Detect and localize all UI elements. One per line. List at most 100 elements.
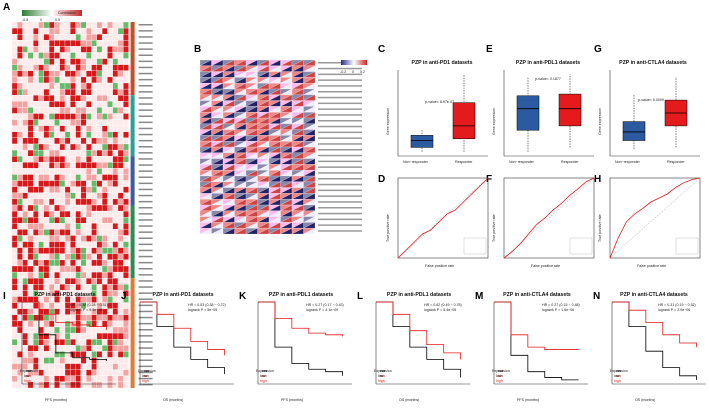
heatmap-a-cell xyxy=(43,107,50,114)
heatmap-a-cell xyxy=(86,143,92,151)
heatmap-a-cell xyxy=(101,95,108,102)
heatmap-a-cell xyxy=(112,82,119,90)
heatmap-a-cell xyxy=(112,107,119,114)
heatmap-a-row-label xyxy=(138,146,153,148)
heatmap-a-cell xyxy=(107,204,113,212)
heatmap-a-cell xyxy=(70,278,76,285)
heatmap-a-cell xyxy=(59,58,66,65)
heatmap-a-row-label xyxy=(138,127,153,130)
km-k-title: PZP in anti-PDL1 datasets xyxy=(268,292,334,298)
heatmap-a-cell xyxy=(11,143,18,151)
heatmap-b-row-label xyxy=(318,143,362,145)
heatmap-a-cell xyxy=(17,192,23,200)
heatmap-a-row-label xyxy=(138,292,153,294)
heatmap-a-cell xyxy=(75,278,82,285)
heatmap-a-cell xyxy=(64,95,71,102)
heatmap-b-row-label xyxy=(318,120,362,122)
heatmap-a-cell xyxy=(75,271,82,279)
heatmap-a-annot-band xyxy=(130,156,135,205)
heatmap-a-cell xyxy=(64,88,71,96)
heatmap-a-cell xyxy=(64,76,71,84)
heatmap-a-cell xyxy=(123,70,129,78)
heatmap-a-cell xyxy=(112,156,119,163)
label-m: M xyxy=(475,291,484,302)
heatmap-a-cell xyxy=(48,180,55,187)
heatmap-a-cell xyxy=(112,223,119,230)
heatmap-a-cell xyxy=(54,125,60,132)
heatmap-a-cell xyxy=(11,223,18,230)
heatmap-a-cell xyxy=(123,101,129,108)
heatmap-a-cell xyxy=(38,76,44,84)
heatmap-a-cell xyxy=(123,119,129,126)
heatmap-a-cell xyxy=(117,278,124,285)
heatmap-a-cell xyxy=(75,137,82,145)
heatmap-b-row-label xyxy=(318,166,362,168)
heatmap-a-cell xyxy=(59,192,66,200)
heatmap-a-cell xyxy=(123,137,129,145)
roc-h xyxy=(609,177,701,259)
heatmap-a-cell xyxy=(38,278,44,285)
heatmap-a-cell xyxy=(38,253,44,261)
heatmap-a-cell xyxy=(48,271,55,279)
heatmap-a-cell xyxy=(38,284,44,291)
heatmap-a-cell xyxy=(11,265,18,273)
heatmap-a-cell xyxy=(33,180,39,187)
heatmap-a-cell xyxy=(38,40,44,47)
heatmap-a-annot-band xyxy=(130,278,135,388)
heatmap-a-cell xyxy=(48,143,55,151)
heatmap-a-cell xyxy=(112,113,119,120)
heatmap-a-cell xyxy=(91,186,97,193)
heatmap-a-cell xyxy=(27,180,34,187)
heatmap-a-cell xyxy=(54,253,60,261)
heatmap-a-cell xyxy=(22,46,29,53)
heatmap-a-cell xyxy=(107,247,113,254)
km-i-legend-high: high xyxy=(24,379,31,383)
heatmap-b-row-label xyxy=(318,154,362,157)
heatmap-a-cell xyxy=(59,40,66,47)
heatmap-a-cell xyxy=(38,82,44,90)
heatmap-a-cell xyxy=(22,168,29,175)
km-curve xyxy=(494,301,579,350)
heatmap-a-cell xyxy=(86,95,92,102)
heatmap-a-cell xyxy=(59,284,66,291)
heatmap-a-cell xyxy=(54,168,60,175)
heatmap-a-cell xyxy=(96,58,103,65)
heatmap-a-cell xyxy=(70,265,76,273)
heatmap-a-cell xyxy=(43,156,50,163)
heatmap-a-cell xyxy=(96,27,103,35)
heatmap-a-cell xyxy=(70,186,76,193)
heatmap-a-cell xyxy=(101,149,108,157)
heatmap-a-cell xyxy=(101,174,108,181)
heatmap-a-cell xyxy=(80,131,87,139)
heatmap-a-cell xyxy=(59,119,66,126)
heatmap-a-cell xyxy=(75,247,82,254)
heatmap-a-cell xyxy=(64,70,71,78)
heatmap-a-cell xyxy=(33,174,39,181)
heatmap-a-cell xyxy=(101,101,108,108)
heatmap-a-cell xyxy=(64,271,71,279)
heatmap-a-cell xyxy=(107,64,113,71)
boxplot-g-title: PZP in anti-CTLA4 datasets xyxy=(619,60,687,66)
heatmap-a-cell xyxy=(43,180,50,187)
heatmap-a-row-label xyxy=(138,170,153,172)
heatmap-a-cell xyxy=(11,174,18,181)
heatmap-a-cell xyxy=(33,107,39,114)
heatmap-a-cell xyxy=(64,34,71,41)
heatmap-a-cell xyxy=(17,27,23,35)
km-i-legend-low: low xyxy=(24,374,30,378)
heatmap-a-cell xyxy=(38,204,44,212)
heatmap-a-cell xyxy=(64,162,71,169)
heatmap-a-cell xyxy=(48,265,55,273)
heatmap-a-cell xyxy=(117,229,124,236)
heatmap-a-cell xyxy=(112,131,119,139)
heatmap-a-cell xyxy=(86,271,92,279)
heatmap-a-legend-bar xyxy=(22,10,82,16)
heatmap-a-cell xyxy=(70,253,76,261)
km-curve xyxy=(258,301,343,376)
heatmap-a-cell xyxy=(101,113,108,120)
heatmap-a-cell xyxy=(48,223,55,230)
heatmap-a-cell xyxy=(59,265,66,273)
heatmap-a-cell xyxy=(22,271,29,279)
heatmap-a-cell xyxy=(112,58,119,65)
heatmap-a-cell xyxy=(75,58,82,65)
